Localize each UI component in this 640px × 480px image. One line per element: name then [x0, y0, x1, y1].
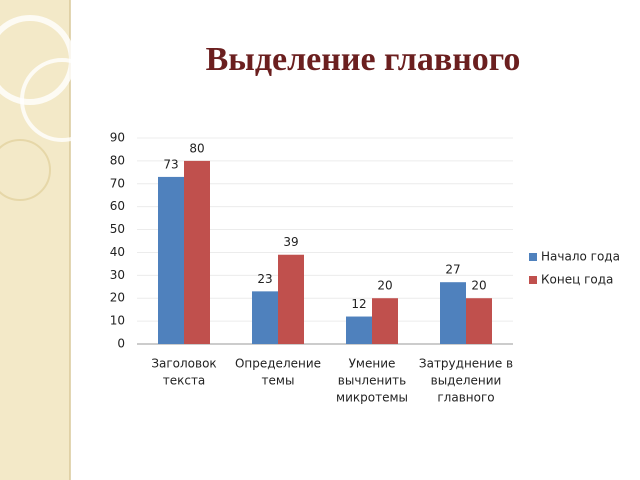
bar [440, 282, 466, 344]
bar [252, 291, 278, 344]
x-tick-label: текста [163, 374, 206, 388]
x-tick-label: Затруднение в [419, 357, 513, 371]
value-label: 27 [445, 263, 460, 277]
x-tick-label: Заголовок [151, 357, 216, 371]
value-label: 73 [163, 157, 178, 171]
bar [466, 298, 492, 344]
x-tick-label: микротемы [336, 391, 408, 405]
value-label: 23 [257, 272, 272, 286]
legend-swatch [529, 253, 537, 261]
y-tick-label: 30 [110, 268, 125, 282]
y-tick-label: 80 [110, 153, 125, 167]
value-label: 20 [471, 279, 486, 293]
value-label: 80 [189, 141, 204, 155]
bar [372, 298, 398, 344]
bar [278, 254, 304, 344]
value-label: 39 [283, 235, 298, 249]
y-tick-label: 70 [110, 176, 125, 190]
bar [184, 160, 210, 344]
chart-title: Выделение главного [206, 41, 521, 78]
x-tick-label: темы [262, 374, 295, 388]
bar [158, 176, 184, 344]
y-tick-label: 0 [117, 337, 125, 351]
legend-label: Начало года [541, 250, 620, 264]
x-tick-label: главного [437, 391, 494, 405]
bar [346, 316, 372, 344]
legend-swatch [529, 276, 537, 284]
y-tick-label: 20 [110, 291, 125, 305]
decor-circle [20, 58, 104, 142]
y-tick-label: 40 [110, 245, 125, 259]
y-tick-label: 60 [110, 199, 125, 213]
x-tick-label: Определение [235, 357, 321, 371]
side-band [0, 0, 70, 480]
x-tick-label: выделении [431, 374, 502, 388]
value-label: 12 [351, 297, 366, 311]
x-tick-label: вычленить [338, 374, 406, 388]
y-tick-label: 10 [110, 314, 125, 328]
y-tick-label: 90 [110, 131, 125, 145]
y-tick-label: 50 [110, 222, 125, 236]
x-tick-label: Умение [349, 357, 396, 371]
value-label: 20 [377, 279, 392, 293]
decor-circle [0, 139, 51, 201]
legend-label: Конец года [541, 273, 613, 287]
